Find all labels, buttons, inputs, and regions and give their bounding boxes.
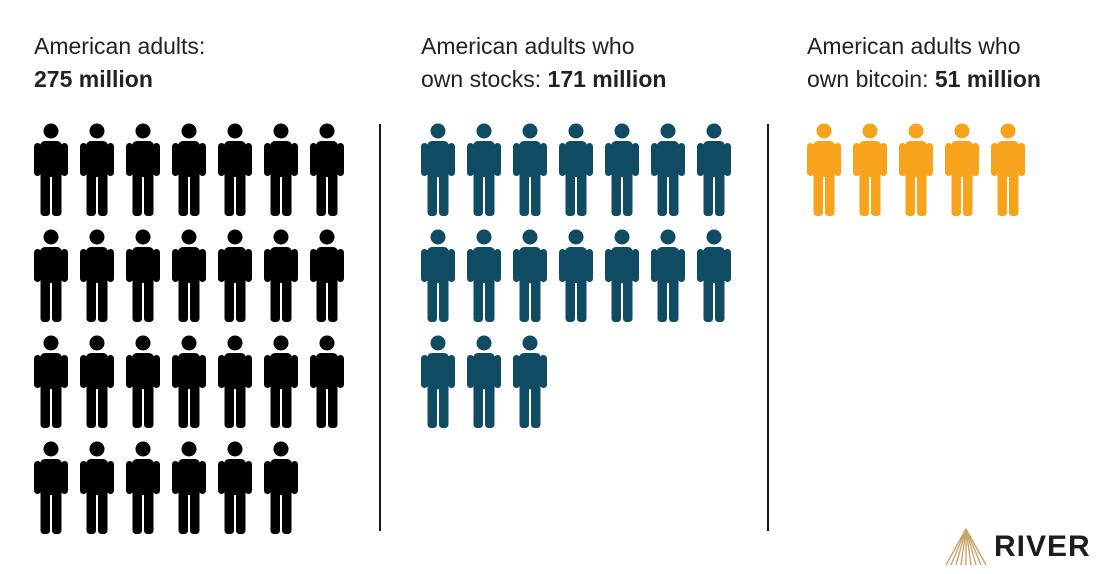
person-icon (651, 229, 685, 322)
person-icon (945, 123, 979, 216)
person-icon (172, 335, 206, 428)
river-logo-icon (945, 528, 987, 566)
person-icon (651, 123, 685, 216)
group-all-adults-value: 275 million (34, 66, 153, 92)
person-icon (126, 123, 160, 216)
person-icon (853, 123, 887, 216)
person-icon (218, 335, 252, 428)
person-icon (34, 229, 68, 322)
person-icon (697, 229, 731, 322)
person-icon (605, 123, 639, 216)
person-icon (559, 229, 593, 322)
group-all-adults-label: American adults: (34, 33, 206, 59)
group-bitcoin-owners-prefix: own bitcoin: (807, 66, 935, 92)
divider (767, 124, 769, 531)
brand-name: RIVER (994, 530, 1091, 563)
person-icon (218, 229, 252, 322)
person-icon (264, 441, 298, 534)
person-icon (421, 335, 455, 428)
person-icon (605, 229, 639, 322)
person-icon (34, 441, 68, 534)
person-icon (310, 229, 344, 322)
group-stock-owners-label: American adults who (421, 33, 635, 59)
person-icon (126, 229, 160, 322)
person-icon (264, 123, 298, 216)
person-icon (807, 123, 841, 216)
group-stock-owners-heading: American adults who own stocks: 171 mill… (421, 30, 751, 96)
person-icon (34, 123, 68, 216)
person-icon (467, 229, 501, 322)
person-icon (34, 335, 68, 428)
person-icon (421, 229, 455, 322)
person-icon (80, 229, 114, 322)
person-icon (126, 441, 160, 534)
person-icon (559, 123, 593, 216)
group-bitcoin-owners-label: American adults who (807, 33, 1021, 59)
group-stock-owners-value: 171 million (547, 66, 667, 92)
person-icon (264, 335, 298, 428)
person-icon (899, 123, 933, 216)
person-icon (467, 123, 501, 216)
group-all-adults-heading: American adults: 275 million (34, 30, 364, 96)
person-icon (172, 123, 206, 216)
group-bitcoin-owners-heading: American adults who own bitcoin: 51 mill… (807, 30, 1107, 96)
person-icon (126, 335, 160, 428)
person-icon (172, 441, 206, 534)
person-icon (80, 335, 114, 428)
person-icon (513, 123, 547, 216)
group-stock-owners-prefix: own stocks: (421, 66, 548, 92)
divider (379, 124, 381, 531)
river-logo: RIVER (944, 527, 1091, 567)
person-icon (264, 229, 298, 322)
person-icon (467, 335, 501, 428)
person-icon (310, 335, 344, 428)
person-icon (80, 441, 114, 534)
person-icon (421, 123, 455, 216)
person-icon (80, 123, 114, 216)
person-icon (513, 335, 547, 428)
person-icon (310, 123, 344, 216)
person-icon (991, 123, 1025, 216)
person-icon (218, 441, 252, 534)
group-bitcoin-owners-value: 51 million (934, 66, 1041, 92)
person-icon (218, 123, 252, 216)
person-icon (172, 229, 206, 322)
person-icon (513, 229, 547, 322)
person-icon (697, 123, 731, 216)
